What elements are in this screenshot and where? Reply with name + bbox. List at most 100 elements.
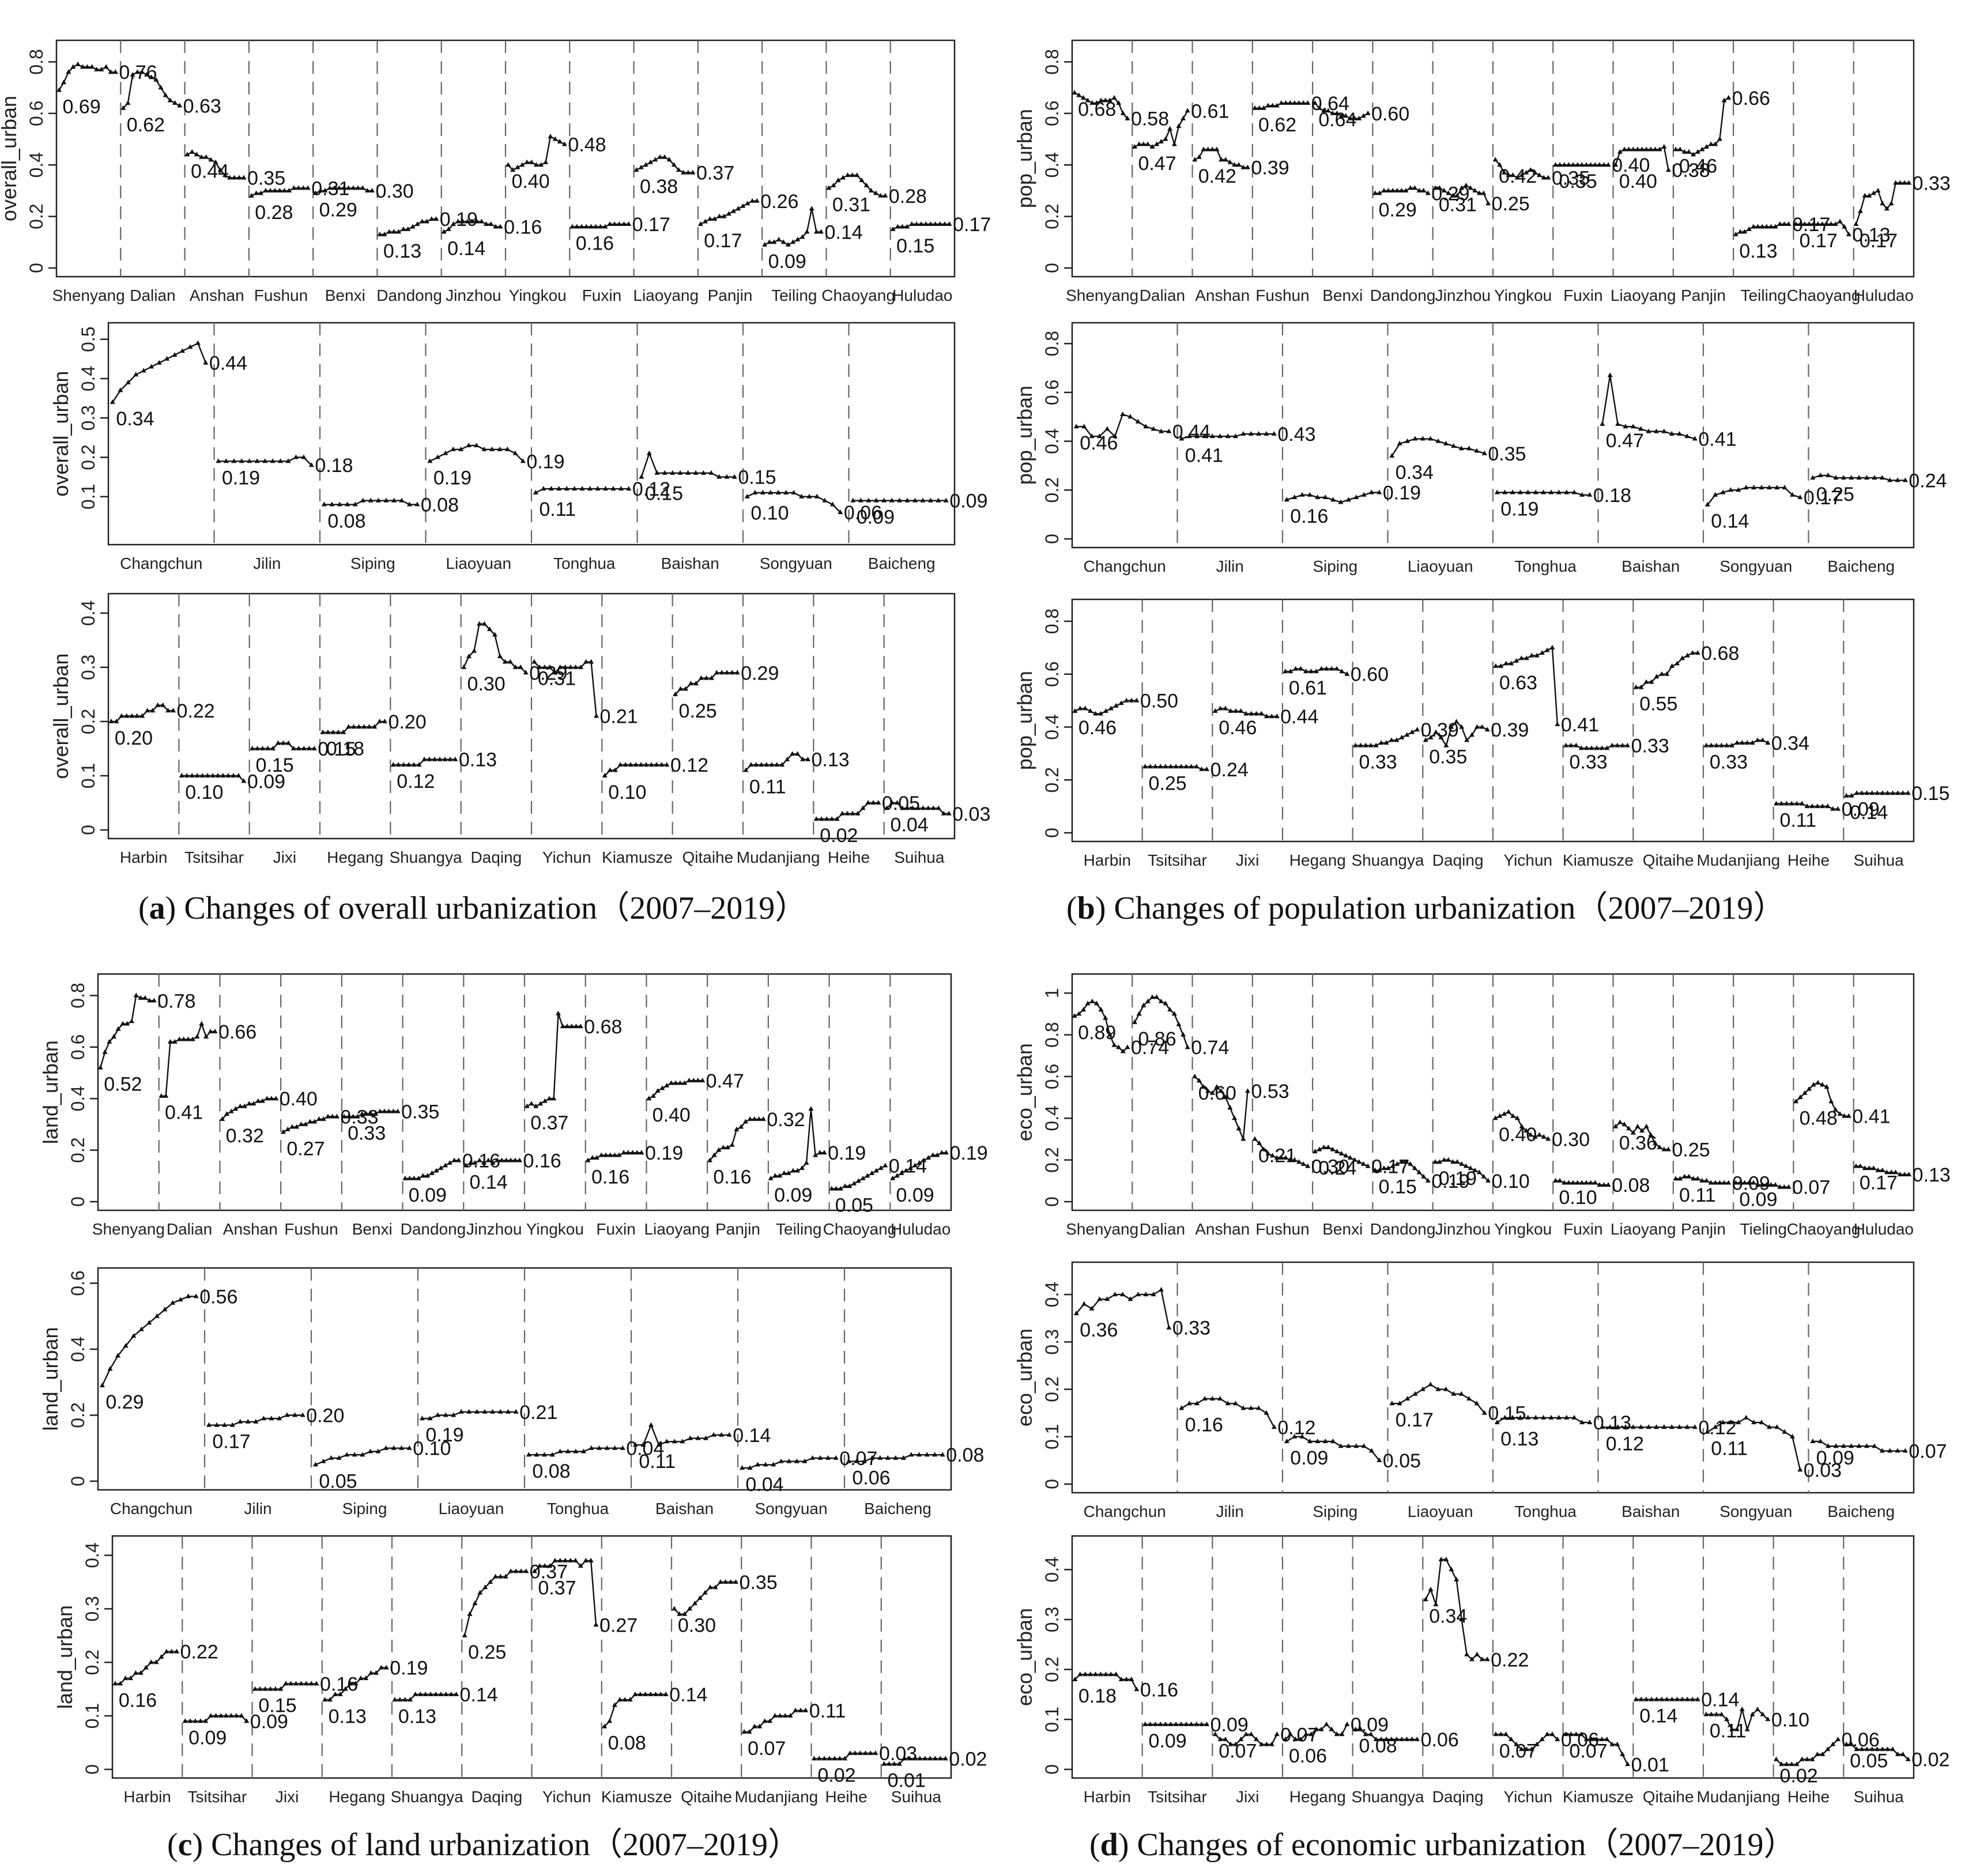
data-point [484, 221, 489, 226]
data-point [171, 708, 176, 713]
data-point [1887, 1448, 1893, 1453]
data-point [868, 187, 874, 192]
data-point [125, 379, 131, 384]
data-point [1171, 1011, 1177, 1016]
data-point [1113, 703, 1119, 708]
data-point [158, 85, 164, 90]
data-point [1539, 1737, 1545, 1741]
data-point [1508, 660, 1514, 666]
end-value-label: 0.68 [1701, 643, 1739, 665]
data-point [1397, 440, 1402, 446]
data-point [172, 352, 178, 357]
end-value-label: 0.15 [318, 738, 356, 760]
data-point [1781, 1184, 1787, 1189]
data-point [481, 446, 487, 451]
data-point [147, 998, 152, 1003]
data-point [1217, 1737, 1223, 1741]
data-point [346, 185, 352, 190]
data-point [1378, 740, 1384, 745]
data-point [472, 1601, 478, 1606]
data-point [1173, 1722, 1179, 1726]
data-point [1900, 1752, 1906, 1756]
start-value-label: 0.34 [116, 408, 154, 430]
data-point [1479, 724, 1485, 729]
data-point [258, 190, 264, 195]
data-point [885, 1455, 891, 1460]
data-point [1072, 708, 1078, 713]
data-point [1274, 103, 1280, 108]
data-point [1219, 157, 1224, 162]
x-tick-label: Siping [342, 1500, 387, 1518]
data-point [1196, 154, 1202, 159]
data-point [921, 1157, 927, 1162]
data-point [648, 1692, 654, 1696]
data-point [1469, 1656, 1474, 1662]
data-point [1759, 485, 1764, 490]
data-point [320, 729, 326, 734]
data-point [508, 1568, 514, 1573]
data-point [1525, 1414, 1531, 1420]
data-point [1443, 742, 1449, 748]
x-tick-label: Fushun [1255, 286, 1309, 304]
data-point [419, 1416, 425, 1421]
data-point [250, 745, 255, 750]
start-value-label: 0.86 [1138, 1028, 1176, 1050]
data-point [463, 1162, 469, 1168]
start-value-label: 0.09 [896, 1184, 934, 1206]
x-tick-label: Huludao [891, 1220, 951, 1238]
data-point [1202, 1396, 1208, 1401]
data-point [900, 805, 905, 810]
data-point [194, 152, 199, 157]
data-point [1809, 1756, 1815, 1761]
x-tick-label: Changchun [120, 554, 202, 572]
data-point [1657, 146, 1662, 152]
x-tick-label: Tsitsihar [184, 848, 244, 866]
data-point [1589, 745, 1594, 750]
data-point [217, 167, 223, 172]
data-point [368, 1670, 374, 1675]
data-point [220, 1116, 225, 1121]
data-point [1726, 95, 1732, 100]
data-point [654, 470, 660, 475]
data-point [578, 664, 584, 669]
data-point [512, 1157, 518, 1162]
data-point [1248, 1405, 1254, 1410]
data-point [1264, 714, 1269, 719]
data-point [876, 800, 881, 805]
data-point [1163, 1001, 1168, 1006]
data-point [306, 745, 312, 750]
data-point [1523, 169, 1529, 175]
x-tick-label: Yingkou [1494, 1220, 1552, 1238]
data-point [1334, 666, 1340, 671]
end-value-label: 0.25 [1492, 193, 1530, 215]
data-point [1186, 1401, 1192, 1406]
data-point [918, 221, 924, 226]
data-point [1227, 1105, 1233, 1110]
data-point [433, 1168, 439, 1173]
plot-frame [97, 973, 952, 1211]
start-value-label: 0.10 [608, 782, 646, 803]
data-point [1248, 431, 1254, 436]
data-point [281, 187, 287, 192]
data-point [1842, 224, 1847, 229]
end-value-label: 0.13 [812, 749, 850, 771]
data-point [1098, 1007, 1104, 1011]
data-point [1321, 1144, 1327, 1149]
data-point [640, 1442, 646, 1447]
data-point [1481, 450, 1487, 455]
data-point [446, 226, 451, 231]
data-point [125, 100, 131, 105]
data-point [148, 1659, 154, 1664]
data-point [1615, 421, 1621, 426]
data-point [910, 805, 915, 810]
data-point [859, 178, 865, 182]
data-point [1765, 1716, 1771, 1722]
data-point [1708, 1180, 1714, 1185]
data-point [543, 159, 549, 164]
x-tick-label: Shenyang [52, 286, 125, 304]
data-point [837, 1756, 843, 1761]
data-point [899, 1170, 904, 1175]
data-point [1815, 1752, 1820, 1756]
caption-c: (c) Changes of land urbanization（2007–20… [167, 1827, 800, 1863]
data-point [1116, 1044, 1122, 1050]
